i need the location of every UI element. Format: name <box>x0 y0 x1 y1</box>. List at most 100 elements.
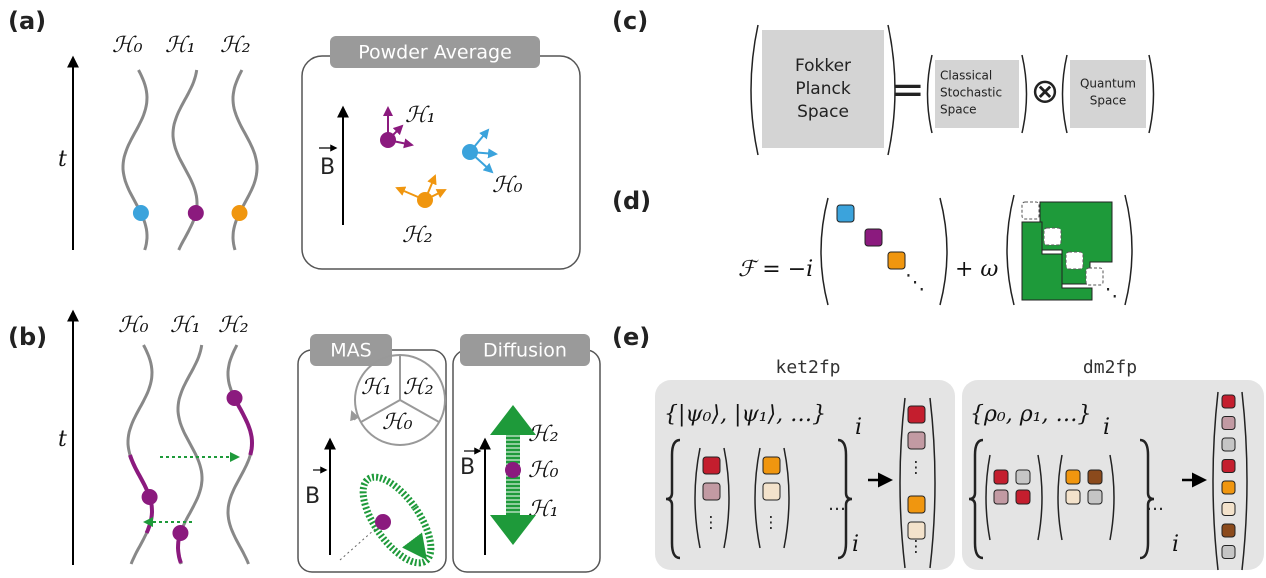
sector-label: ℋ₂ <box>403 375 434 400</box>
parenthesis <box>1022 55 1027 133</box>
arrow <box>418 548 424 556</box>
field-label: B <box>320 155 335 180</box>
matrix-block <box>763 457 780 474</box>
trajectory-label: ℋ₁ <box>170 313 201 338</box>
dots: ⋮ <box>908 458 924 477</box>
diagonal-gap <box>1086 268 1103 285</box>
space-text: Planck <box>795 79 851 99</box>
diagonal-gap <box>1044 228 1061 245</box>
panel-label: (d) <box>612 187 651 215</box>
orientation-label: ℋ₀ <box>492 173 523 198</box>
box-title: MAS <box>330 340 371 362</box>
state-dot <box>133 205 149 221</box>
trajectory-label: ℋ₀ <box>118 313 149 338</box>
state-dot <box>172 525 188 541</box>
matrix-block <box>763 483 780 500</box>
operator-lhs: ℱ = −i <box>738 257 813 282</box>
ellipsis: … <box>828 494 846 515</box>
parenthesis <box>751 25 758 155</box>
trajectory-label: ℋ₂ <box>218 313 249 338</box>
orientation-dot <box>417 192 433 208</box>
state-dot <box>375 514 391 530</box>
page: {"panel_a": {"label": "(a)", "time_axis"… <box>0 0 1266 574</box>
dots: ⋮ <box>763 513 779 532</box>
diagonal-gap <box>1066 252 1083 269</box>
rotor-axis <box>340 522 383 560</box>
state-dot <box>227 390 243 406</box>
function-name: dm2fp <box>1083 357 1137 378</box>
state-dot <box>505 462 521 478</box>
orientation-label: ℋ₂ <box>402 223 433 248</box>
equals: = <box>891 67 925 113</box>
matrix-block <box>703 483 720 500</box>
matrix-block <box>908 522 925 539</box>
state-dot <box>232 205 248 221</box>
matrix-block <box>888 252 905 269</box>
trajectory <box>173 70 197 250</box>
diffusion-head <box>490 515 536 545</box>
space-text: Fokker <box>795 56 851 76</box>
dots: ⋮ <box>703 513 719 532</box>
mas-orbit <box>350 466 443 573</box>
dots: ⋱ <box>905 270 925 294</box>
panel-label: (a) <box>8 7 46 35</box>
orientation-label: ℋ₁ <box>405 103 436 128</box>
figure: (a) (b) (c) (d) (e) t ℋ₀ ℋ₁ ℋ₂ Powder Av… <box>0 0 1266 574</box>
arrow <box>352 412 355 420</box>
set-text: {|ψ₀⟩, |ψ₁⟩, …} <box>664 402 826 427</box>
parenthesis <box>821 198 828 305</box>
matrix-block <box>865 229 882 246</box>
sector-label: ℋ₁ <box>361 375 392 400</box>
matrix-block <box>1222 438 1235 451</box>
matrix-block <box>908 432 925 449</box>
time-label: t <box>58 147 67 172</box>
parenthesis <box>940 198 947 305</box>
panel-label: (e) <box>612 323 650 351</box>
set-text: {ρ₀, ρ₁, …} <box>970 402 1091 427</box>
parenthesis <box>1149 55 1154 133</box>
subscript: i <box>852 532 859 557</box>
panel-label: (c) <box>612 7 648 35</box>
diffusion-head <box>490 405 536 435</box>
state-dot <box>188 205 204 221</box>
parenthesis <box>1007 195 1014 305</box>
space-text: Stochastic <box>940 86 1002 100</box>
orientation-dot <box>380 132 396 148</box>
trajectory <box>123 70 147 250</box>
field-label: B <box>305 484 320 509</box>
space-text: Space <box>1090 94 1127 108</box>
matrix-block <box>994 470 1008 484</box>
matrix-block <box>837 205 854 222</box>
matrix-block <box>1088 470 1102 484</box>
matrix-block <box>1066 490 1080 504</box>
diagonal-gap <box>1022 202 1039 219</box>
parenthesis <box>1125 195 1132 305</box>
subscript: i <box>855 415 862 440</box>
space-text: Quantum <box>1080 77 1136 91</box>
tensor: ⊗ <box>1031 72 1060 112</box>
matrix-block <box>1222 460 1235 473</box>
matrix-block <box>1222 503 1235 516</box>
matrix-block <box>1222 395 1235 408</box>
matrix-block <box>1222 524 1235 537</box>
subscript: i <box>1103 415 1110 440</box>
box-title: Powder Average <box>358 42 512 64</box>
operator-plus: + ω <box>955 257 998 282</box>
matrix-block <box>1088 490 1102 504</box>
function-name: ket2fp <box>775 357 840 378</box>
matrix-block <box>994 490 1008 504</box>
trajectory <box>233 70 257 250</box>
sector-label: ℋ₀ <box>382 410 413 435</box>
matrix-block <box>908 406 925 423</box>
time-label: t <box>58 427 67 452</box>
parenthesis <box>1063 55 1068 133</box>
matrix-block <box>1222 481 1235 494</box>
field-label: B <box>460 455 475 480</box>
matrix-block <box>1016 490 1030 504</box>
trajectory-label: ℋ₂ <box>220 33 251 58</box>
matrix-block <box>703 457 720 474</box>
panel-label: (b) <box>8 323 47 351</box>
state-label: ℋ₀ <box>528 458 559 483</box>
matrix-block <box>1222 546 1235 559</box>
trajectory-label: ℋ₀ <box>112 33 143 58</box>
